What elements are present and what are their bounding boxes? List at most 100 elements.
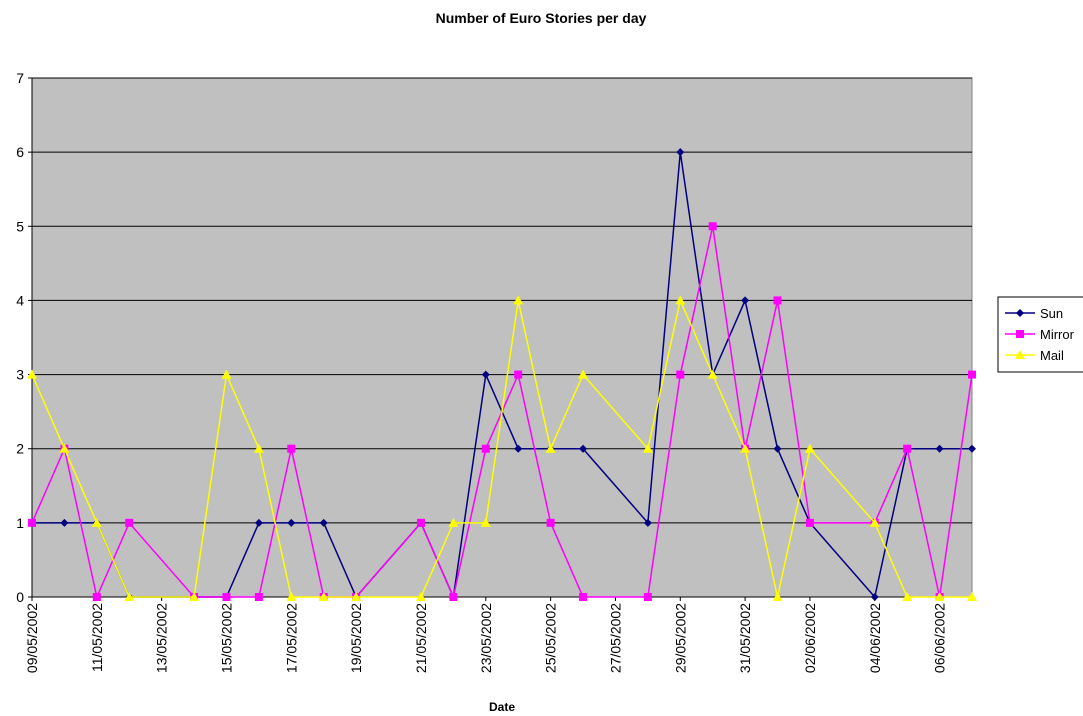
data-point-sun [481, 370, 490, 379]
data-point-mirror [708, 222, 717, 231]
data-point-mail [286, 592, 297, 601]
data-point-mail [772, 592, 783, 601]
x-tick-label: 13/05/2002 [154, 603, 170, 673]
data-point-mail [415, 592, 426, 601]
data-point-mail [578, 369, 589, 379]
x-tick-label: 17/05/2002 [283, 603, 299, 673]
series-mail [27, 295, 977, 601]
legend-label-sun: Sun [1040, 306, 1063, 321]
data-point-mail [934, 592, 945, 601]
data-point-mirror [903, 444, 912, 453]
y-tick-label: 6 [16, 144, 24, 160]
data-point-mail [480, 517, 491, 527]
x-tick-label: 06/06/2002 [932, 603, 948, 673]
plot-area [31, 77, 973, 598]
y-tick-label: 2 [16, 441, 24, 457]
x-tick-label: 02/06/2002 [802, 603, 818, 673]
data-point-mirror [416, 518, 425, 527]
legend-label-mail: Mail [1040, 348, 1064, 363]
data-point-mirror [254, 593, 263, 601]
data-point-mirror [579, 593, 588, 601]
data-point-sun [514, 444, 523, 453]
data-point-mail [27, 369, 37, 379]
x-axis-title: Date [489, 700, 515, 714]
data-point-mail [124, 592, 135, 601]
legend-item-mail: Mail [1005, 348, 1064, 363]
data-point-mail [642, 443, 653, 453]
data-point-mail [707, 369, 718, 379]
data-point-mirror [449, 593, 458, 601]
x-tick-label: 04/06/2002 [867, 603, 883, 673]
data-point-sun [676, 148, 685, 157]
data-point-mirror [28, 518, 36, 527]
data-point-mirror [546, 518, 555, 527]
data-point-mail [91, 517, 102, 527]
data-point-mail [351, 592, 362, 601]
x-tick-label: 25/05/2002 [543, 603, 559, 673]
data-point-sun [643, 518, 652, 527]
data-point-mirror [805, 518, 814, 527]
data-point-mirror [676, 370, 685, 379]
x-tick-label: 23/05/2002 [478, 603, 494, 673]
chart-title: Number of Euro Stories per day [436, 10, 647, 26]
x-tick-label: 29/05/2002 [672, 603, 688, 673]
y-tick-label: 4 [16, 292, 24, 308]
x-tick-label: 21/05/2002 [413, 603, 429, 673]
data-point-mail [221, 369, 232, 379]
data-point-sun [773, 444, 782, 453]
data-point-sun [254, 518, 263, 527]
data-point-mail [318, 592, 329, 601]
data-point-mirror [773, 296, 782, 305]
x-tick-label: 31/05/2002 [737, 603, 753, 673]
data-point-sun [968, 444, 976, 453]
x-tick-label: 15/05/2002 [218, 603, 234, 673]
data-point-mirror [287, 444, 296, 453]
y-tick-label: 7 [16, 70, 24, 86]
data-point-mirror [968, 370, 976, 379]
legend-marker-mail [1015, 350, 1025, 359]
data-point-mail [967, 592, 977, 601]
legend-marker-sun [1016, 309, 1024, 317]
series-line-mail [31, 298, 972, 598]
data-point-mirror [481, 444, 490, 453]
data-point-sun [287, 518, 296, 527]
data-point-mirror [125, 518, 134, 527]
gridlines [32, 77, 972, 524]
legend-marker-mirror [1016, 330, 1024, 338]
data-point-mail [448, 517, 459, 527]
x-tick-label: 09/05/2002 [24, 603, 40, 673]
data-point-sun [870, 593, 879, 601]
data-point-mail [189, 592, 200, 601]
data-point-mail [869, 517, 880, 527]
legend-item-mirror: Mirror [1005, 327, 1075, 342]
data-point-mail [740, 443, 751, 453]
data-point-sun [319, 518, 328, 527]
x-tick-label: 27/05/2002 [607, 603, 623, 673]
x-tick-label: 11/05/2002 [89, 603, 105, 672]
data-point-sun [579, 444, 588, 453]
data-point-mail [513, 295, 524, 305]
data-point-mirror [643, 593, 652, 601]
data-point-sun [60, 518, 69, 527]
data-point-mail [902, 592, 913, 601]
data-point-mirror [222, 593, 231, 601]
legend: Sun Mirror Mail [997, 296, 1083, 373]
y-tick-label: 3 [16, 367, 24, 383]
legend-label-mirror: Mirror [1040, 327, 1075, 342]
legend-item-sun: Sun [1005, 306, 1063, 321]
data-point-sun [741, 296, 750, 305]
data-point-sun [935, 444, 944, 453]
y-tick-label: 0 [16, 589, 24, 605]
data-point-mail [804, 443, 815, 453]
y-tick-label: 1 [16, 515, 24, 531]
data-point-mirror [92, 593, 101, 601]
data-point-mail [59, 443, 70, 453]
y-tick-label: 5 [16, 218, 24, 234]
series-group [27, 148, 977, 601]
data-point-mail [253, 443, 264, 453]
x-tick-label: 19/05/2002 [348, 603, 364, 673]
data-point-mirror [514, 370, 523, 379]
data-point-mail [545, 443, 556, 453]
data-point-mail [675, 295, 686, 305]
